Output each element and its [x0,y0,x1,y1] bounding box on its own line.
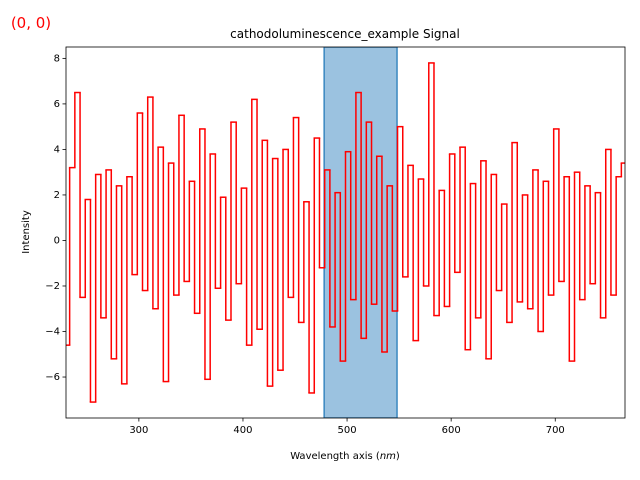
y-tick-label: 6 [54,99,60,110]
x-tick-label: 700 [546,425,565,436]
x-label-text: Wavelength axis ( [290,451,380,462]
y-tick-label: −4 [45,327,60,338]
x-tick-label: 500 [338,425,357,436]
x-tick-label: 300 [129,425,148,436]
chart-title: cathodoluminescence_example Signal [230,27,460,41]
y-tick-label: 8 [54,53,60,64]
y-tick-label: 2 [54,190,60,201]
y-tick-label: −6 [45,372,60,383]
step-riser [68,62,623,403]
axes-frame [65,46,626,419]
y-axis-label: Intensity [21,210,32,254]
plot-area [66,47,625,418]
x-tick-label: 600 [442,425,461,436]
x-label-unit: nm [380,451,396,462]
y-tick-label: −2 [45,281,60,292]
y-tick-label: 0 [54,235,60,246]
x-label-close: ) [396,451,400,462]
x-tick-label: 400 [233,425,252,436]
x-axis-label: Wavelength axis (nm) [290,451,400,462]
y-tick-label: 4 [54,144,60,155]
annotation: (0, 0) [11,14,51,32]
